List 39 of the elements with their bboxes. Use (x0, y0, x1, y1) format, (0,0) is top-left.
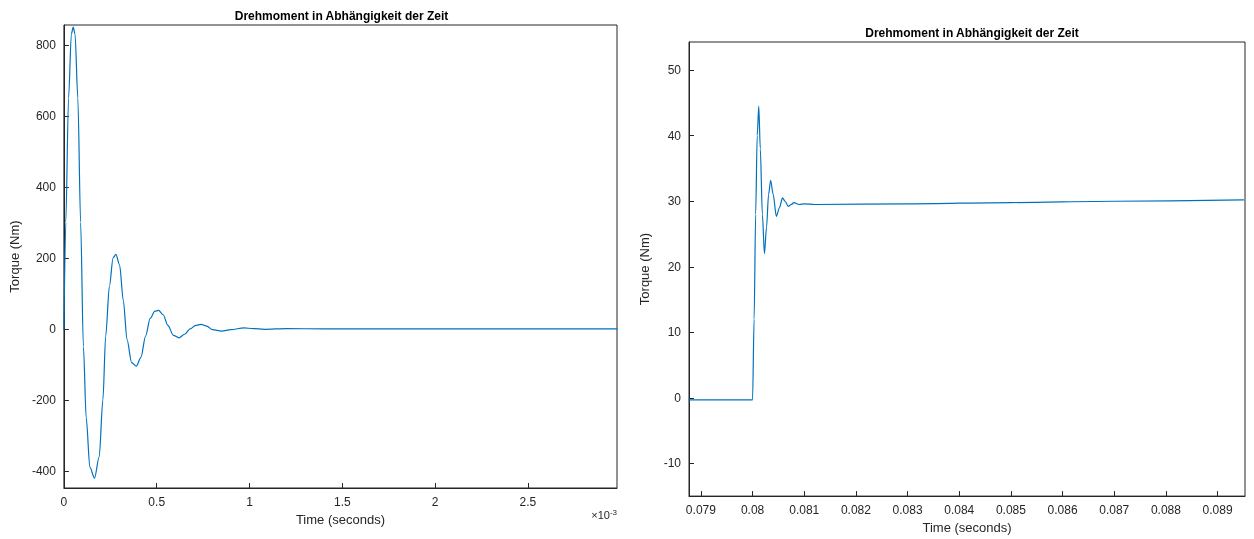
y-tick-label: -10 (663, 456, 682, 471)
x-tick-label: 0.08 (740, 503, 765, 518)
x-tick-label: 0.087 (1099, 503, 1130, 518)
x-tick-label: 1.5 (333, 495, 351, 509)
x-axis-title: Time (seconds) (295, 511, 386, 527)
y-tick-label: 200 (35, 250, 57, 265)
x-tick-label: 0.079 (685, 503, 717, 518)
y-tick-label: 50 (667, 63, 682, 78)
x-tick-label: 0.081 (789, 503, 820, 518)
x-tick-label: 0.5 (148, 495, 166, 509)
y-tick-label: 0 (49, 321, 57, 336)
y-tick-label: 40 (667, 128, 682, 143)
x-tick-label: 0 (60, 495, 68, 509)
x-tick-label: 0.084 (944, 503, 975, 518)
x-tick-label: 0.085 (995, 503, 1027, 518)
x-tick-label: 0.082 (840, 503, 872, 518)
y-tick-label: 800 (35, 37, 57, 52)
y-tick-label: 400 (35, 179, 57, 194)
y-tick-label: -200 (31, 392, 57, 407)
x-axis-title: Time (seconds) (922, 520, 1012, 535)
chart-title: Drehmoment in Abhängigkeit der Zeit (234, 9, 449, 23)
line-series (63, 26, 618, 479)
x-tick-label: 0.088 (1150, 503, 1182, 518)
y-tick-label: 30 (667, 194, 682, 209)
y-tick-label: 20 (667, 259, 682, 274)
x-tick-label: 0.083 (892, 503, 923, 518)
y-axis-title: Torque (Nm) (637, 232, 652, 306)
y-tick-label: -400 (31, 463, 57, 478)
y-tick-label: 600 (35, 108, 57, 123)
x-tick-label: 1 (246, 495, 254, 509)
y-axis-title: Torque (Nm) (7, 220, 22, 293)
x-tick-label: 0.089 (1202, 503, 1233, 518)
y-tick-label: 0 (674, 390, 682, 405)
x-tick-label: 2.5 (519, 495, 537, 509)
chart-title: Drehmoment in Abhängigkeit der Zeit (865, 26, 1079, 40)
y-tick-label: 10 (667, 325, 682, 340)
line-series (688, 105, 1245, 401)
x-tick-label: 2 (431, 495, 439, 509)
x-tick-label: 0.086 (1047, 503, 1078, 518)
